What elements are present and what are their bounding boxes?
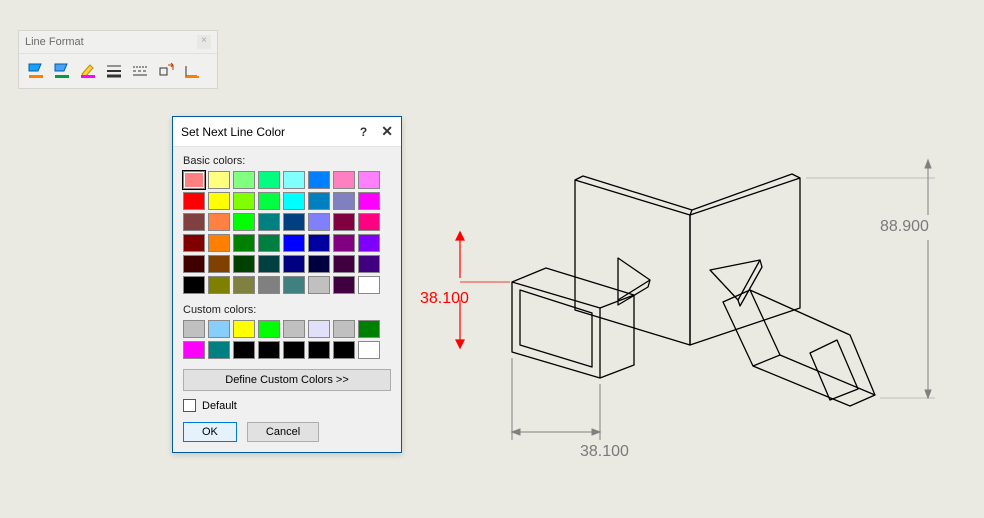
custom-color-swatch[interactable] — [233, 341, 255, 359]
dialog-close-button[interactable]: ✕ — [381, 123, 393, 140]
basic-color-swatch[interactable] — [233, 255, 255, 273]
dialog-titlebar: Set Next Line Color ? ✕ — [173, 117, 401, 147]
basic-color-swatch[interactable] — [308, 192, 330, 210]
custom-color-swatch[interactable] — [233, 320, 255, 338]
toolbar-header: Line Format × — [19, 31, 217, 54]
dialog-help-button[interactable]: ? — [360, 125, 367, 139]
dialog-button-row: OK Cancel — [183, 422, 391, 442]
custom-color-swatch[interactable] — [358, 341, 380, 359]
highlight-icon[interactable] — [77, 60, 99, 82]
custom-color-swatch[interactable] — [283, 320, 305, 338]
toolbar-close-button[interactable]: × — [197, 35, 211, 49]
custom-color-swatch[interactable] — [308, 320, 330, 338]
default-row: Default — [183, 399, 391, 412]
basic-color-swatch[interactable] — [283, 213, 305, 231]
basic-color-swatch[interactable] — [183, 276, 205, 294]
dim-height-label: 38.100 — [420, 290, 469, 308]
custom-colors-label: Custom colors: — [183, 304, 391, 316]
basic-color-swatch[interactable] — [183, 192, 205, 210]
basic-color-swatch[interactable] — [208, 255, 230, 273]
custom-color-swatch[interactable] — [283, 341, 305, 359]
basic-color-swatch[interactable] — [258, 171, 280, 189]
basic-color-swatch[interactable] — [233, 213, 255, 231]
color-line-icon[interactable] — [51, 60, 73, 82]
custom-color-swatch[interactable] — [258, 341, 280, 359]
basic-color-swatch[interactable] — [308, 276, 330, 294]
basic-color-swatch[interactable] — [358, 213, 380, 231]
basic-color-swatch[interactable] — [258, 192, 280, 210]
basic-color-swatch[interactable] — [233, 171, 255, 189]
custom-color-swatch[interactable] — [208, 341, 230, 359]
basic-color-swatch[interactable] — [183, 234, 205, 252]
dim-width-label: 38.100 — [580, 443, 629, 461]
custom-color-swatch[interactable] — [308, 341, 330, 359]
basic-color-swatch[interactable] — [183, 213, 205, 231]
basic-color-swatch[interactable] — [283, 234, 305, 252]
default-label: Default — [202, 400, 237, 412]
basic-color-swatch[interactable] — [258, 213, 280, 231]
basic-color-swatch[interactable] — [233, 192, 255, 210]
angle-style-icon[interactable] — [181, 60, 203, 82]
custom-color-swatch[interactable] — [183, 320, 205, 338]
default-checkbox[interactable] — [183, 399, 196, 412]
basic-color-swatch[interactable] — [208, 234, 230, 252]
basic-color-swatch[interactable] — [358, 276, 380, 294]
basic-color-swatch[interactable] — [283, 255, 305, 273]
basic-color-swatch[interactable] — [358, 234, 380, 252]
basic-color-swatch[interactable] — [208, 171, 230, 189]
line-style-icon[interactable] — [129, 60, 151, 82]
basic-color-swatch[interactable] — [358, 192, 380, 210]
basic-color-swatch[interactable] — [183, 171, 205, 189]
basic-color-swatch[interactable] — [233, 276, 255, 294]
line-thickness-icon[interactable] — [103, 60, 125, 82]
drawing-svg — [420, 140, 960, 500]
custom-color-swatch[interactable] — [333, 320, 355, 338]
basic-colors-grid — [183, 171, 391, 294]
basic-color-swatch[interactable] — [208, 276, 230, 294]
basic-color-swatch[interactable] — [333, 234, 355, 252]
cancel-button[interactable]: Cancel — [247, 422, 319, 442]
basic-color-swatch[interactable] — [208, 192, 230, 210]
basic-color-swatch[interactable] — [333, 171, 355, 189]
cad-drawing: 38.100 38.100 88.900 — [420, 140, 960, 500]
basic-color-swatch[interactable] — [358, 171, 380, 189]
basic-color-swatch[interactable] — [233, 234, 255, 252]
basic-color-swatch[interactable] — [308, 255, 330, 273]
basic-color-swatch[interactable] — [283, 192, 305, 210]
basic-color-swatch[interactable] — [258, 276, 280, 294]
line-format-toolbar: Line Format × — [18, 30, 218, 89]
dialog-body: Basic colors: Custom colors: Define Cust… — [173, 147, 401, 452]
basic-color-swatch[interactable] — [308, 213, 330, 231]
dialog-title-text: Set Next Line Color — [181, 125, 285, 139]
basic-color-swatch[interactable] — [283, 171, 305, 189]
define-custom-colors-button[interactable]: Define Custom Colors >> — [183, 369, 391, 391]
basic-color-swatch[interactable] — [258, 255, 280, 273]
custom-color-swatch[interactable] — [358, 320, 380, 338]
custom-color-swatch[interactable] — [258, 320, 280, 338]
basic-color-swatch[interactable] — [208, 213, 230, 231]
basic-color-swatch[interactable] — [333, 213, 355, 231]
custom-color-swatch[interactable] — [183, 341, 205, 359]
basic-color-swatch[interactable] — [308, 171, 330, 189]
basic-color-swatch[interactable] — [183, 255, 205, 273]
color-fill-icon[interactable] — [25, 60, 47, 82]
basic-color-swatch[interactable] — [333, 276, 355, 294]
basic-color-swatch[interactable] — [358, 255, 380, 273]
basic-color-swatch[interactable] — [333, 192, 355, 210]
dim-overall-label: 88.900 — [880, 218, 929, 236]
custom-color-swatch[interactable] — [208, 320, 230, 338]
basic-color-swatch[interactable] — [258, 234, 280, 252]
set-next-line-color-dialog: Set Next Line Color ? ✕ Basic colors: Cu… — [172, 116, 402, 453]
custom-colors-grid — [183, 320, 391, 359]
ok-button[interactable]: OK — [183, 422, 237, 442]
basic-colors-label: Basic colors: — [183, 155, 391, 167]
custom-color-swatch[interactable] — [333, 341, 355, 359]
toolbar-title: Line Format — [25, 36, 84, 48]
toolbar-body — [19, 54, 217, 88]
basic-color-swatch[interactable] — [333, 255, 355, 273]
basic-color-swatch[interactable] — [308, 234, 330, 252]
dimension-style-icon[interactable] — [155, 60, 177, 82]
basic-color-swatch[interactable] — [283, 276, 305, 294]
